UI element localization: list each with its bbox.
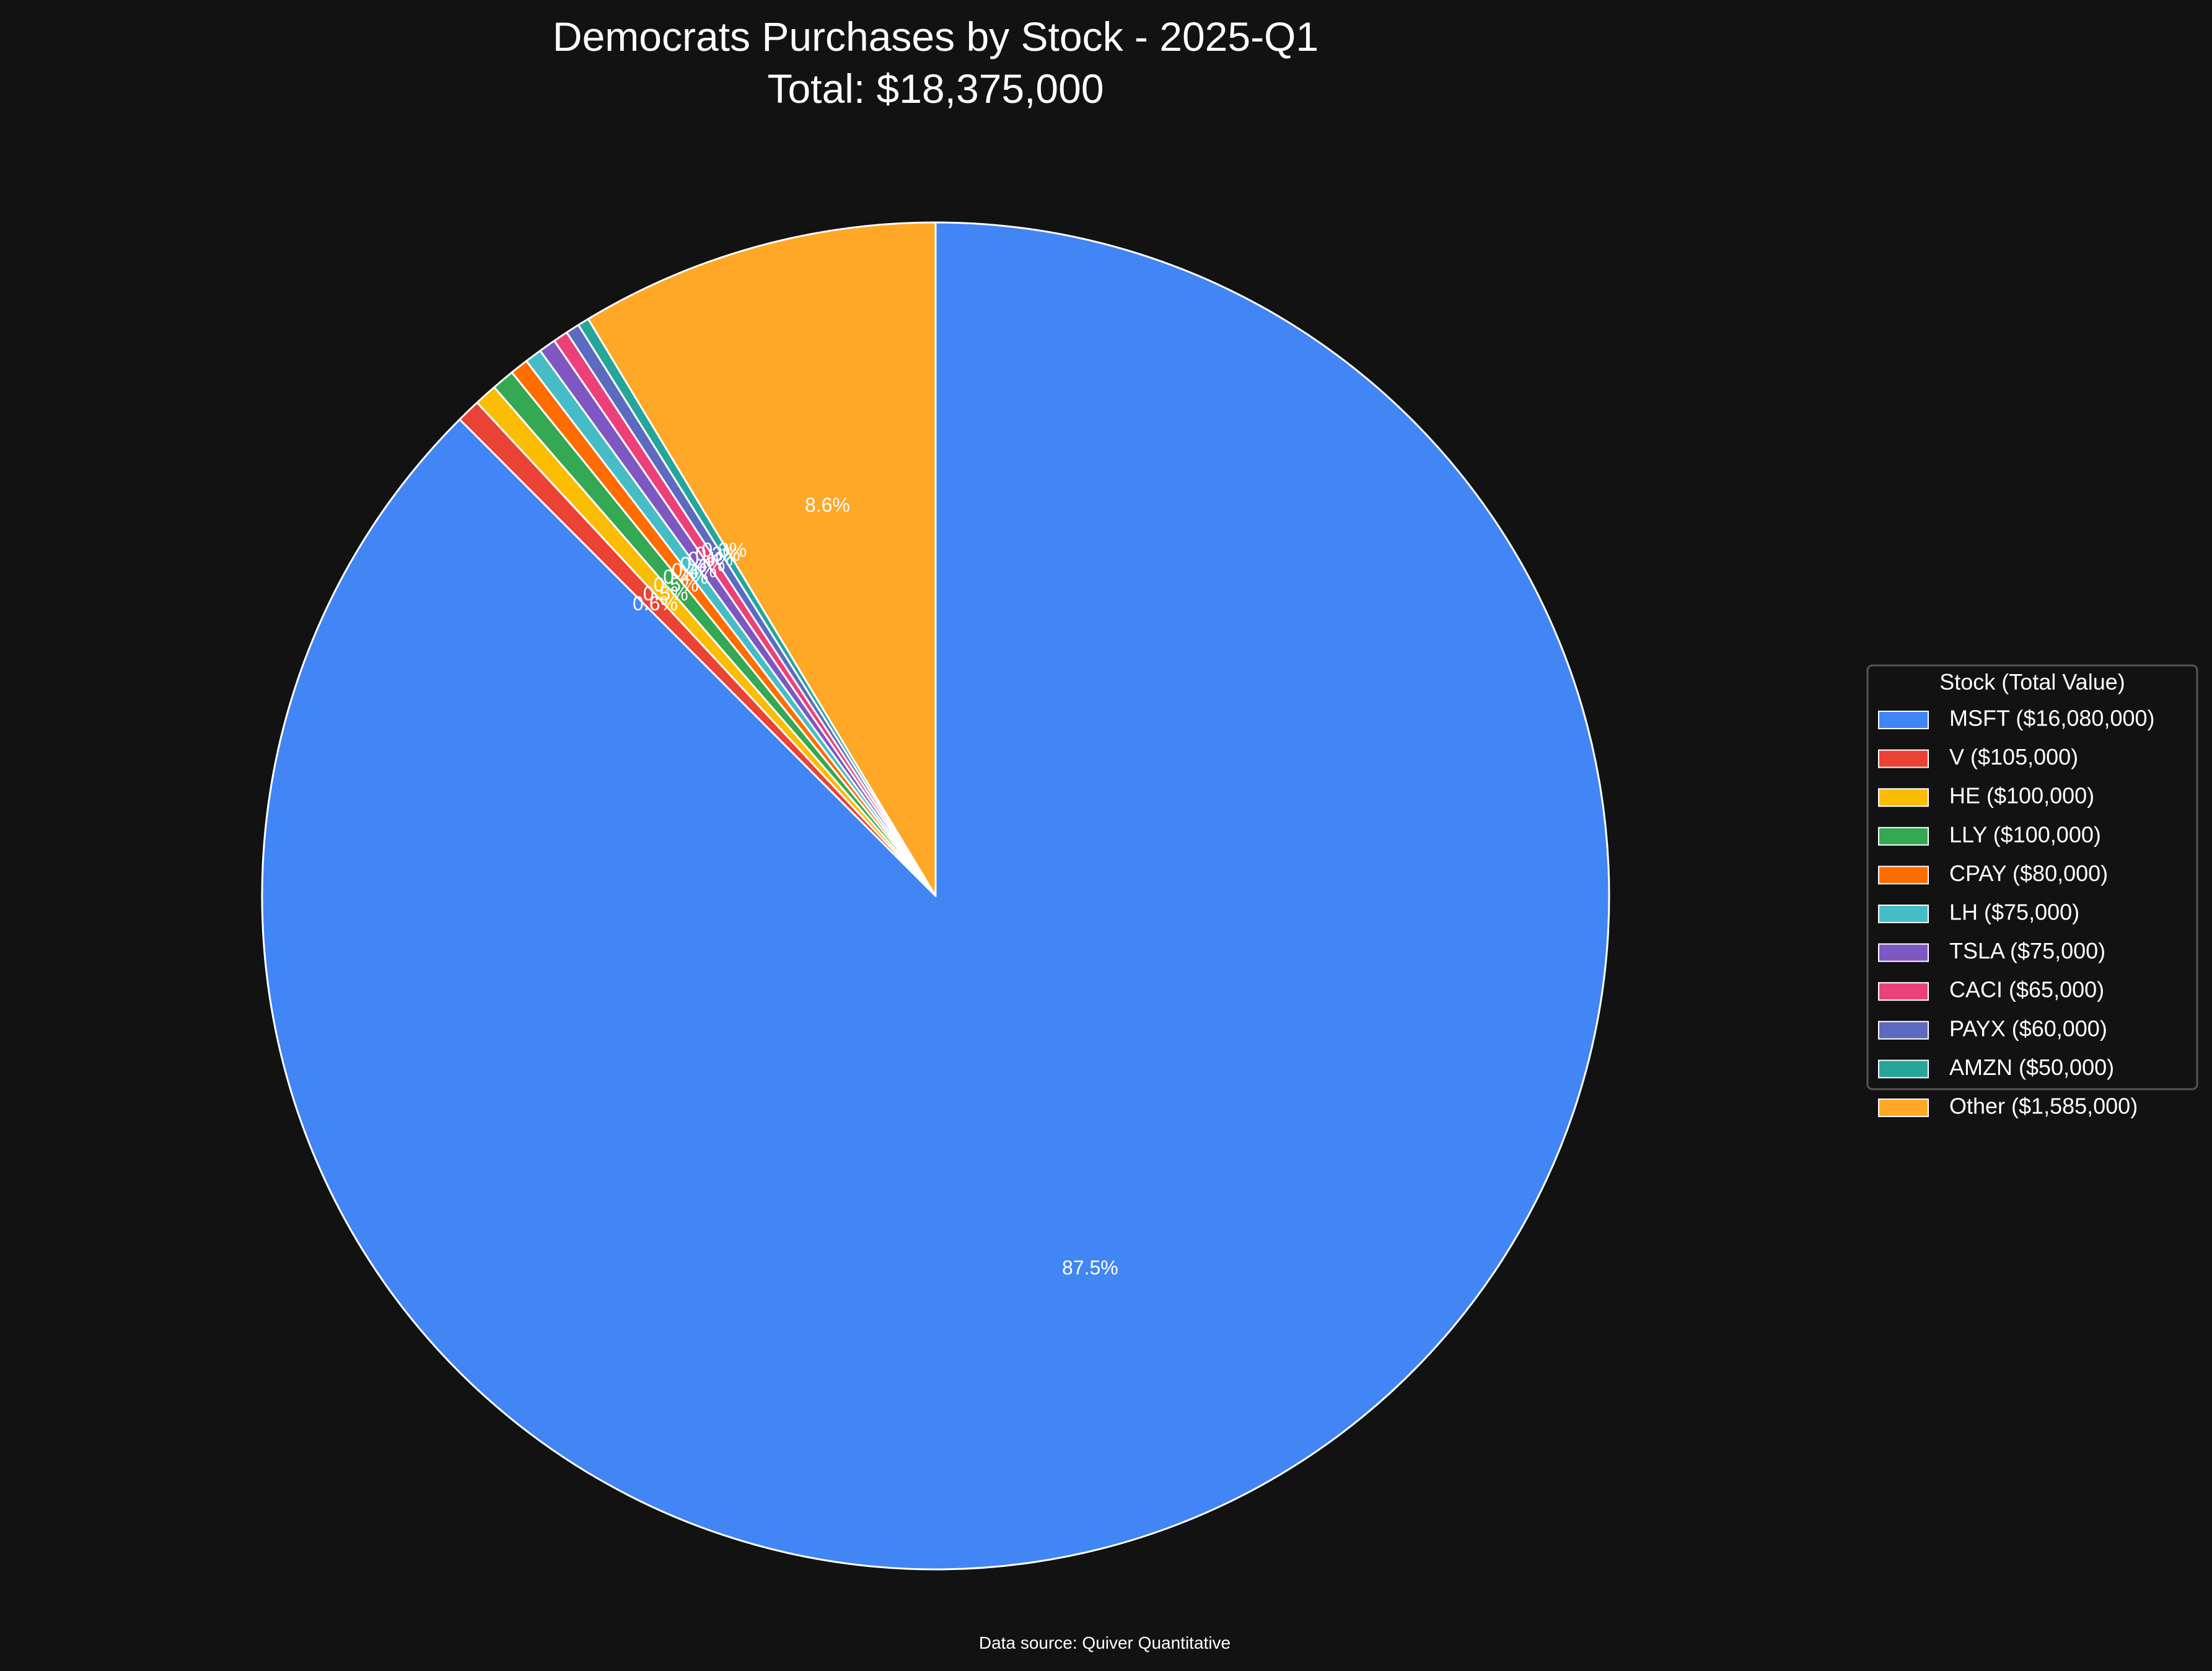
legend-swatch-tsla	[1878, 943, 1929, 962]
legend-swatch-msft	[1878, 711, 1929, 729]
legend-swatch-lh	[1878, 905, 1929, 923]
legend-swatch-amzn	[1878, 1059, 1929, 1079]
legend-label-he: HE ($100,000)	[1949, 783, 2094, 809]
legend-swatch-other	[1878, 1099, 1929, 1117]
pct-label-other: 8.6%	[805, 494, 850, 516]
legend-label-cpay: CPAY ($80,000)	[1949, 861, 2108, 886]
legend-items: MSFT ($16,080,000) V ($105,000) HE ($100,0…	[1878, 706, 2155, 1119]
pct-label-payx: 0.3%	[695, 543, 740, 565]
chart-title: Democrats Purchases by Stock - 2025-Q1	[553, 14, 1319, 59]
percent-labels: 87.5%0.6%0.5%0.5%0.4%0.4%0.4%0.4%0.3%0.3…	[633, 494, 1118, 1279]
legend-swatch-caci	[1878, 982, 1929, 1001]
pct-label-lh: 0.4%	[672, 559, 717, 581]
legend-swatch-payx	[1878, 1020, 1929, 1040]
legend-label-lly: LLY ($100,000)	[1949, 822, 2101, 847]
legend-swatch-he	[1878, 788, 1929, 807]
legend: Stock (Total Value) MSFT ($16,080,000) V …	[1866, 664, 2198, 1119]
legend-label-v: V ($105,000)	[1949, 744, 2078, 770]
pct-label-lly: 0.5%	[654, 574, 699, 596]
legend-label-other: Other ($1,585,000)	[1949, 1094, 2138, 1119]
legend-label-caci: CACI ($65,000)	[1949, 977, 2104, 1002]
chart-subtitle: Total: $18,375,000	[767, 66, 1104, 112]
data-source-note: Data source: Quiver Quantitative	[979, 1633, 1231, 1652]
pct-label-he: 0.5%	[643, 582, 688, 605]
legend-swatch-v	[1878, 749, 1929, 768]
legend-title: Stock (Total Value)	[1939, 669, 2125, 695]
legend-frame	[1866, 664, 2198, 1090]
pie-slice-other	[587, 221, 937, 897]
pie-slices	[261, 221, 1610, 1571]
legend-label-amzn: AMZN ($50,000)	[1949, 1055, 2114, 1080]
pct-label-caci: 0.4%	[688, 548, 733, 570]
pct-label-tsla: 0.4%	[680, 553, 725, 576]
pct-label-amzn: 0.3%	[701, 539, 747, 561]
pct-label-msft: 87.5%	[1062, 1257, 1118, 1279]
legend-label-msft: MSFT ($16,080,000)	[1949, 706, 2155, 731]
pct-label-v: 0.6%	[633, 592, 678, 615]
pct-label-cpay: 0.4%	[663, 566, 708, 588]
legend-label-lh: LH ($75,000)	[1949, 900, 2079, 925]
legend-swatch-lly	[1878, 827, 1929, 846]
legend-label-tsla: TSLA ($75,000)	[1949, 938, 2105, 963]
legend-swatch-cpay	[1878, 866, 1929, 885]
legend-label-payx: PAYX ($60,000)	[1949, 1015, 2107, 1041]
